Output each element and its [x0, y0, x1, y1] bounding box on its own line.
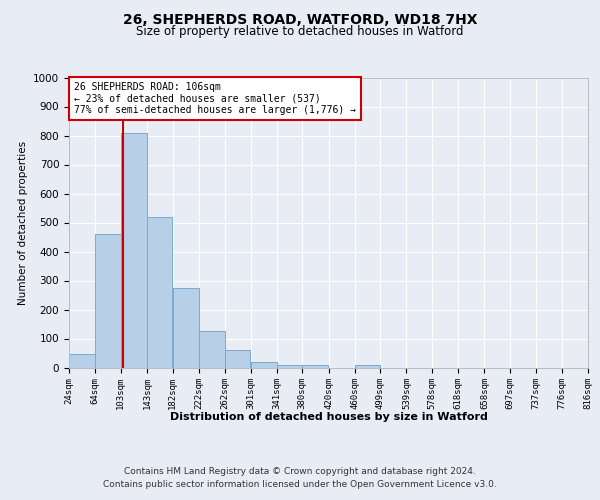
Text: Size of property relative to detached houses in Watford: Size of property relative to detached ho…	[136, 25, 464, 38]
Bar	[121, 132, 147, 368]
Text: Contains public sector information licensed under the Open Government Licence v3: Contains public sector information licen…	[103, 480, 497, 489]
Bar	[147, 216, 172, 368]
Text: Contains HM Land Registry data © Crown copyright and database right 2024.: Contains HM Land Registry data © Crown c…	[124, 468, 476, 476]
Y-axis label: Number of detached properties: Number of detached properties	[17, 140, 28, 304]
Bar	[277, 364, 302, 368]
Bar	[69, 354, 95, 368]
Bar	[225, 350, 250, 368]
Text: 26 SHEPHERDS ROAD: 106sqm
← 23% of detached houses are smaller (537)
77% of semi: 26 SHEPHERDS ROAD: 106sqm ← 23% of detac…	[74, 82, 356, 115]
Text: Distribution of detached houses by size in Watford: Distribution of detached houses by size …	[170, 412, 488, 422]
Bar	[251, 362, 277, 368]
Bar	[173, 288, 199, 368]
Bar	[355, 364, 380, 368]
Bar	[302, 364, 328, 368]
Bar	[199, 331, 225, 368]
Text: 26, SHEPHERDS ROAD, WATFORD, WD18 7HX: 26, SHEPHERDS ROAD, WATFORD, WD18 7HX	[123, 12, 477, 26]
Bar	[95, 234, 121, 368]
